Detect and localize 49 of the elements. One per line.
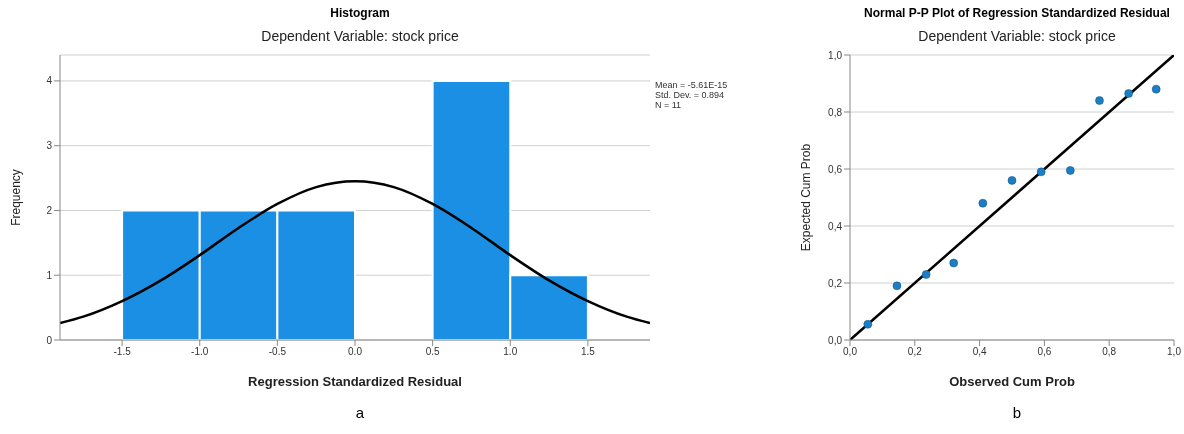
x-tick-label: 0,4 bbox=[972, 346, 987, 358]
point bbox=[1007, 176, 1017, 185]
text: N = 11 bbox=[655, 100, 683, 110]
text: a bbox=[354, 404, 366, 421]
chart-title: Histogram bbox=[329, 6, 391, 20]
x-tick-label: 0,8 bbox=[1102, 346, 1117, 358]
x-tick-label: 0.0 bbox=[348, 346, 363, 358]
x-tick-label: 1.0 bbox=[503, 346, 518, 358]
point bbox=[978, 198, 988, 208]
y-axis-title: Frequency bbox=[9, 169, 24, 226]
y-tick-label: 0,8 bbox=[828, 106, 843, 118]
point bbox=[921, 270, 931, 279]
point bbox=[1066, 166, 1075, 175]
point bbox=[1095, 96, 1104, 105]
text: Std. Dev. = 0.894 bbox=[655, 90, 726, 100]
y-tick-label: 0,4 bbox=[828, 220, 843, 232]
y-tick-label: 1 bbox=[46, 269, 53, 281]
y-tick-label: 0,2 bbox=[828, 277, 843, 289]
x-tick-label: 0,0 bbox=[843, 346, 858, 358]
y-tick-label: 3 bbox=[46, 140, 53, 152]
point bbox=[1124, 89, 1133, 98]
y-tick-label: 0,6 bbox=[828, 163, 843, 175]
x-tick-label: -1.0 bbox=[191, 346, 209, 358]
y-tick-label: 0,0 bbox=[828, 334, 843, 346]
chart-subtitle: Dependent Variable: stock price bbox=[917, 28, 1117, 44]
x-tick-label: 1,0 bbox=[1167, 346, 1182, 358]
y-tick-label: 2 bbox=[46, 205, 53, 216]
y-axis-title: Expected Cum Prob bbox=[799, 143, 814, 252]
x-tick-label: 1.5 bbox=[580, 346, 596, 358]
x-axis-title: Observed Cum Prob bbox=[949, 374, 1075, 389]
x-tick-label: 0.5 bbox=[425, 346, 441, 358]
y-tick-label: 4 bbox=[46, 75, 53, 87]
line-series bbox=[60, 180, 650, 325]
y-tick-label: 0 bbox=[46, 334, 53, 346]
x-tick-label: 0,6 bbox=[1037, 346, 1052, 358]
x-axis-title: Regression Standardized Residual bbox=[248, 374, 462, 389]
x-tick-label: -1.5 bbox=[113, 346, 132, 358]
point bbox=[863, 320, 873, 329]
y-tick-label: 1,0 bbox=[828, 49, 843, 61]
point bbox=[1151, 84, 1161, 94]
x-tick-label: -0.5 bbox=[268, 346, 287, 358]
text: Mean = -5.61E-15 bbox=[655, 80, 728, 90]
point bbox=[949, 258, 958, 268]
chart-subtitle: Dependent Variable: stock price bbox=[260, 28, 460, 44]
point bbox=[1036, 167, 1046, 177]
point bbox=[892, 281, 902, 291]
text: b bbox=[1011, 404, 1023, 421]
x-tick-label: 0,2 bbox=[907, 346, 923, 358]
chart-title: Normal P-P Plot of Regression Standardized Residual bbox=[863, 6, 1171, 20]
